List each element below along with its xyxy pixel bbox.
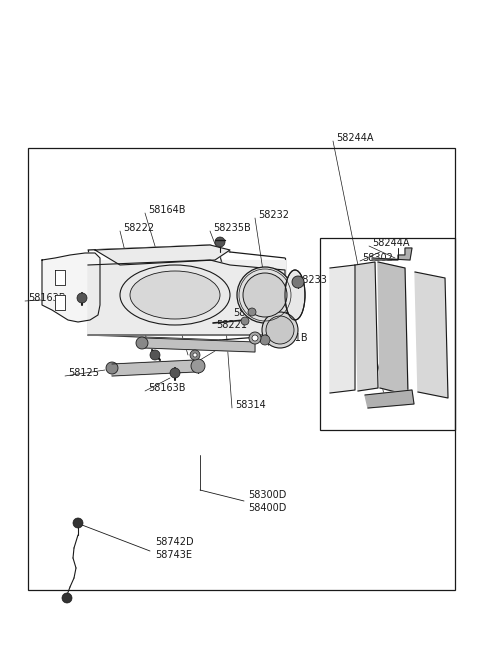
- Text: 58125F: 58125F: [218, 343, 254, 353]
- Polygon shape: [415, 272, 448, 398]
- Circle shape: [260, 335, 270, 345]
- Text: 58235B: 58235B: [213, 223, 251, 233]
- Polygon shape: [372, 248, 412, 260]
- Ellipse shape: [120, 265, 230, 325]
- Circle shape: [73, 518, 83, 528]
- Ellipse shape: [237, 267, 293, 323]
- Text: 58400D: 58400D: [248, 503, 287, 513]
- Text: 58222: 58222: [123, 223, 154, 233]
- Text: 58302: 58302: [362, 253, 393, 263]
- Circle shape: [190, 350, 200, 360]
- Polygon shape: [378, 262, 408, 395]
- Circle shape: [136, 337, 148, 349]
- Text: 58314: 58314: [235, 400, 266, 410]
- Circle shape: [215, 237, 225, 247]
- Bar: [320, 238, 455, 430]
- Text: 58742D: 58742D: [155, 537, 193, 547]
- Text: 58164B: 58164B: [148, 205, 185, 215]
- Circle shape: [248, 308, 256, 316]
- Polygon shape: [365, 390, 414, 408]
- Polygon shape: [355, 262, 378, 391]
- Polygon shape: [88, 260, 285, 335]
- Ellipse shape: [262, 312, 298, 348]
- Circle shape: [249, 332, 261, 344]
- Polygon shape: [145, 338, 255, 352]
- Text: 58233: 58233: [296, 275, 327, 285]
- Circle shape: [191, 359, 205, 373]
- Ellipse shape: [130, 271, 220, 319]
- Bar: [28, 148, 455, 590]
- Text: 58164B: 58164B: [233, 308, 271, 318]
- Circle shape: [292, 276, 304, 288]
- Circle shape: [62, 593, 72, 603]
- Circle shape: [106, 362, 118, 374]
- Circle shape: [77, 293, 87, 303]
- Text: 58232: 58232: [258, 210, 289, 220]
- Ellipse shape: [266, 316, 294, 344]
- Text: 58244A: 58244A: [372, 238, 409, 248]
- Polygon shape: [55, 270, 65, 285]
- Text: 58151B: 58151B: [270, 333, 308, 343]
- Polygon shape: [95, 245, 230, 265]
- Polygon shape: [112, 360, 195, 376]
- Text: 58244A: 58244A: [336, 133, 373, 143]
- Text: 58163B: 58163B: [148, 383, 185, 393]
- Ellipse shape: [243, 273, 287, 317]
- Text: 58743E: 58743E: [155, 550, 192, 560]
- Text: 58163B: 58163B: [28, 293, 65, 303]
- Polygon shape: [330, 265, 355, 393]
- Text: 58125: 58125: [68, 368, 99, 378]
- Circle shape: [170, 368, 180, 378]
- Text: 58300D: 58300D: [248, 490, 287, 500]
- Circle shape: [241, 317, 249, 325]
- Circle shape: [150, 350, 160, 360]
- Circle shape: [193, 353, 197, 357]
- Polygon shape: [55, 295, 65, 310]
- Polygon shape: [42, 253, 100, 322]
- Text: 58221: 58221: [216, 320, 247, 330]
- Ellipse shape: [285, 270, 305, 320]
- Circle shape: [252, 335, 258, 341]
- Polygon shape: [88, 260, 285, 335]
